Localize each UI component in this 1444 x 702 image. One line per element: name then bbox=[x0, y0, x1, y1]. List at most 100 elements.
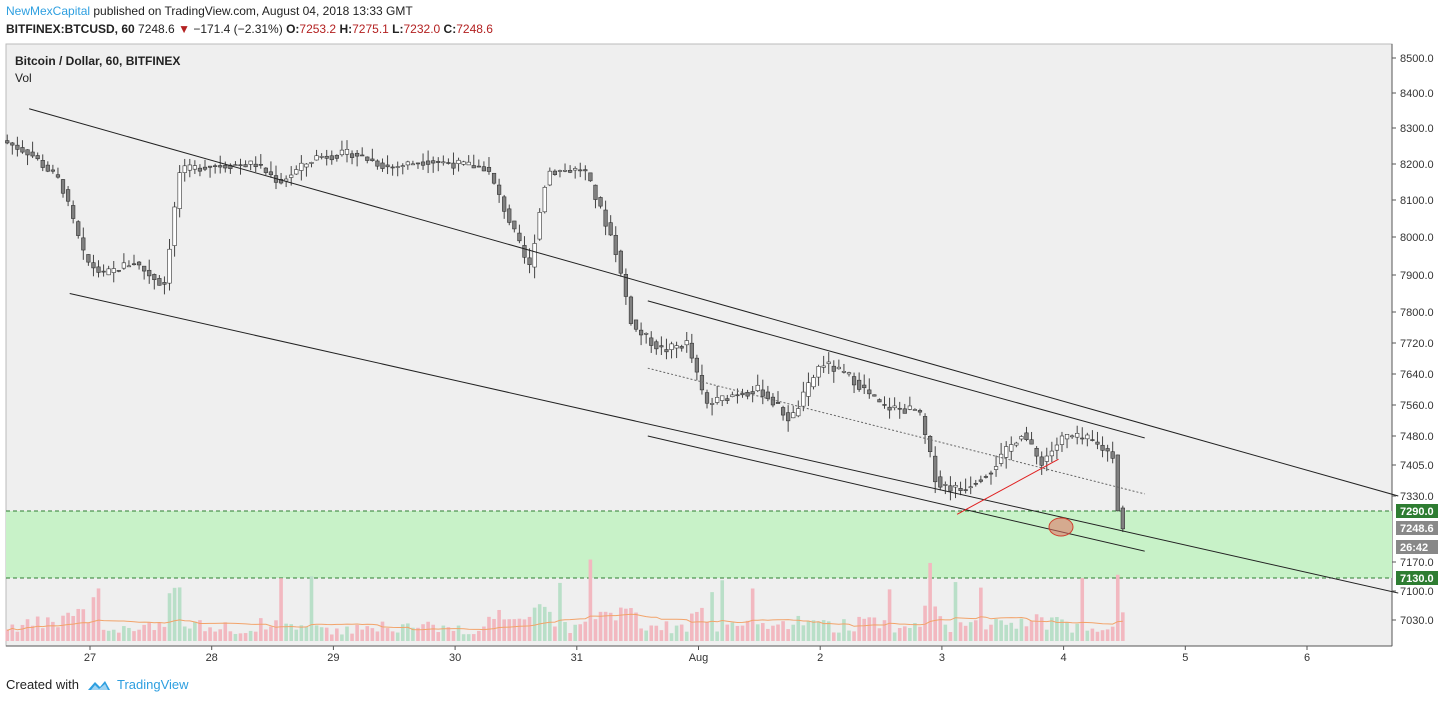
volume-bar bbox=[208, 627, 212, 641]
candle-body bbox=[735, 394, 740, 397]
volume-bar bbox=[365, 626, 370, 641]
candle-body bbox=[370, 158, 375, 162]
candle-body bbox=[542, 186, 547, 213]
candle-body bbox=[664, 349, 669, 353]
candle-body bbox=[436, 160, 441, 163]
inner-mid-dotted-line bbox=[647, 367, 1145, 495]
candle-body bbox=[177, 172, 182, 209]
volume-bar bbox=[5, 629, 10, 641]
volume-bar bbox=[664, 621, 669, 641]
candle-body bbox=[1090, 439, 1095, 441]
candle-body bbox=[867, 389, 872, 395]
candle-body bbox=[517, 232, 522, 242]
volume-bar bbox=[659, 630, 664, 641]
candle-body bbox=[1049, 450, 1054, 457]
published-text: published on TradingView.com, August 04,… bbox=[93, 4, 413, 18]
price-tick-label: 7720.0 bbox=[1400, 338, 1434, 350]
candle-body bbox=[902, 408, 907, 414]
candle-body bbox=[851, 376, 857, 386]
volume-bar bbox=[25, 619, 30, 641]
volume-bar bbox=[451, 630, 456, 641]
candle-body bbox=[76, 221, 81, 236]
candle-body bbox=[355, 152, 360, 157]
candle-body bbox=[91, 262, 96, 269]
volume-bar bbox=[51, 621, 55, 641]
volume-bar bbox=[674, 625, 679, 641]
volume-bar bbox=[705, 621, 709, 641]
outer-upper-channel-line bbox=[29, 108, 1399, 497]
tradingview-link[interactable]: TradingView bbox=[116, 677, 189, 692]
volume-bar bbox=[517, 618, 522, 641]
volume-bar bbox=[30, 625, 35, 641]
tradingview-logo-icon[interactable] bbox=[87, 678, 111, 692]
volume-bar bbox=[106, 630, 111, 641]
volume-bar bbox=[852, 631, 856, 641]
time-tick-label: 31 bbox=[571, 652, 583, 664]
volume-bar bbox=[360, 629, 365, 641]
volume-bar bbox=[684, 631, 689, 641]
volume-bar bbox=[913, 623, 917, 641]
candle-body bbox=[502, 196, 507, 212]
candle-body bbox=[669, 343, 674, 350]
candle-body bbox=[775, 402, 781, 404]
candle-body bbox=[780, 407, 786, 416]
volume-bar bbox=[847, 630, 851, 641]
candle-body bbox=[1024, 432, 1029, 440]
red-wedge-line-line bbox=[956, 458, 1059, 515]
candle-body bbox=[720, 395, 725, 401]
time-scale[interactable] bbox=[6, 646, 1392, 666]
candle-body bbox=[223, 164, 228, 169]
candle-body bbox=[50, 169, 55, 172]
candle-body bbox=[958, 488, 963, 491]
volume-bar bbox=[198, 620, 202, 641]
candle-body bbox=[562, 170, 568, 172]
candle-body bbox=[613, 234, 618, 255]
volume-bar bbox=[157, 622, 162, 641]
volume-bar bbox=[558, 582, 562, 641]
volume-moving-average-line bbox=[7, 613, 1123, 631]
volume-bar bbox=[243, 633, 248, 641]
candle-body bbox=[816, 366, 821, 378]
candle-body bbox=[426, 160, 431, 165]
candle-body bbox=[1110, 451, 1115, 459]
candle-body bbox=[71, 205, 76, 219]
candle-body bbox=[791, 412, 796, 419]
volume-bar bbox=[831, 632, 836, 641]
volume-bar bbox=[46, 617, 50, 641]
candle-body bbox=[486, 166, 492, 172]
candle-body bbox=[1034, 447, 1039, 457]
volume-bar bbox=[755, 624, 760, 641]
candle-body bbox=[760, 389, 765, 397]
candle-body bbox=[527, 257, 532, 265]
candle-body bbox=[872, 394, 877, 397]
volume-bar bbox=[771, 625, 775, 641]
volume-bar bbox=[76, 608, 81, 641]
candle-body bbox=[674, 345, 679, 349]
volume-bar bbox=[999, 620, 1003, 641]
volume-bar bbox=[583, 621, 588, 641]
volume-bar bbox=[375, 631, 380, 641]
author-link[interactable]: NewMexCapital bbox=[6, 4, 91, 18]
volume-bar bbox=[897, 628, 902, 641]
candle-body bbox=[238, 164, 243, 167]
volume-bar bbox=[395, 632, 400, 641]
volume-bar bbox=[816, 621, 821, 641]
volume-bar bbox=[624, 608, 628, 641]
candle-body bbox=[801, 391, 806, 407]
candle-body bbox=[202, 166, 208, 170]
candle-body bbox=[588, 172, 593, 182]
candle-body bbox=[481, 166, 487, 172]
volume-bar bbox=[111, 629, 116, 641]
volume-bar bbox=[532, 607, 537, 641]
volume-bar bbox=[466, 634, 471, 641]
candle-body bbox=[263, 167, 268, 173]
volume-bar bbox=[902, 626, 907, 641]
price-badge bbox=[1396, 540, 1438, 554]
high-label: H: bbox=[339, 22, 353, 36]
price-badge-label: 7248.6 bbox=[1400, 523, 1434, 535]
candle-body bbox=[172, 206, 177, 246]
volume-bar bbox=[887, 589, 892, 641]
candle-body bbox=[253, 163, 258, 168]
candle-body bbox=[1080, 437, 1085, 440]
